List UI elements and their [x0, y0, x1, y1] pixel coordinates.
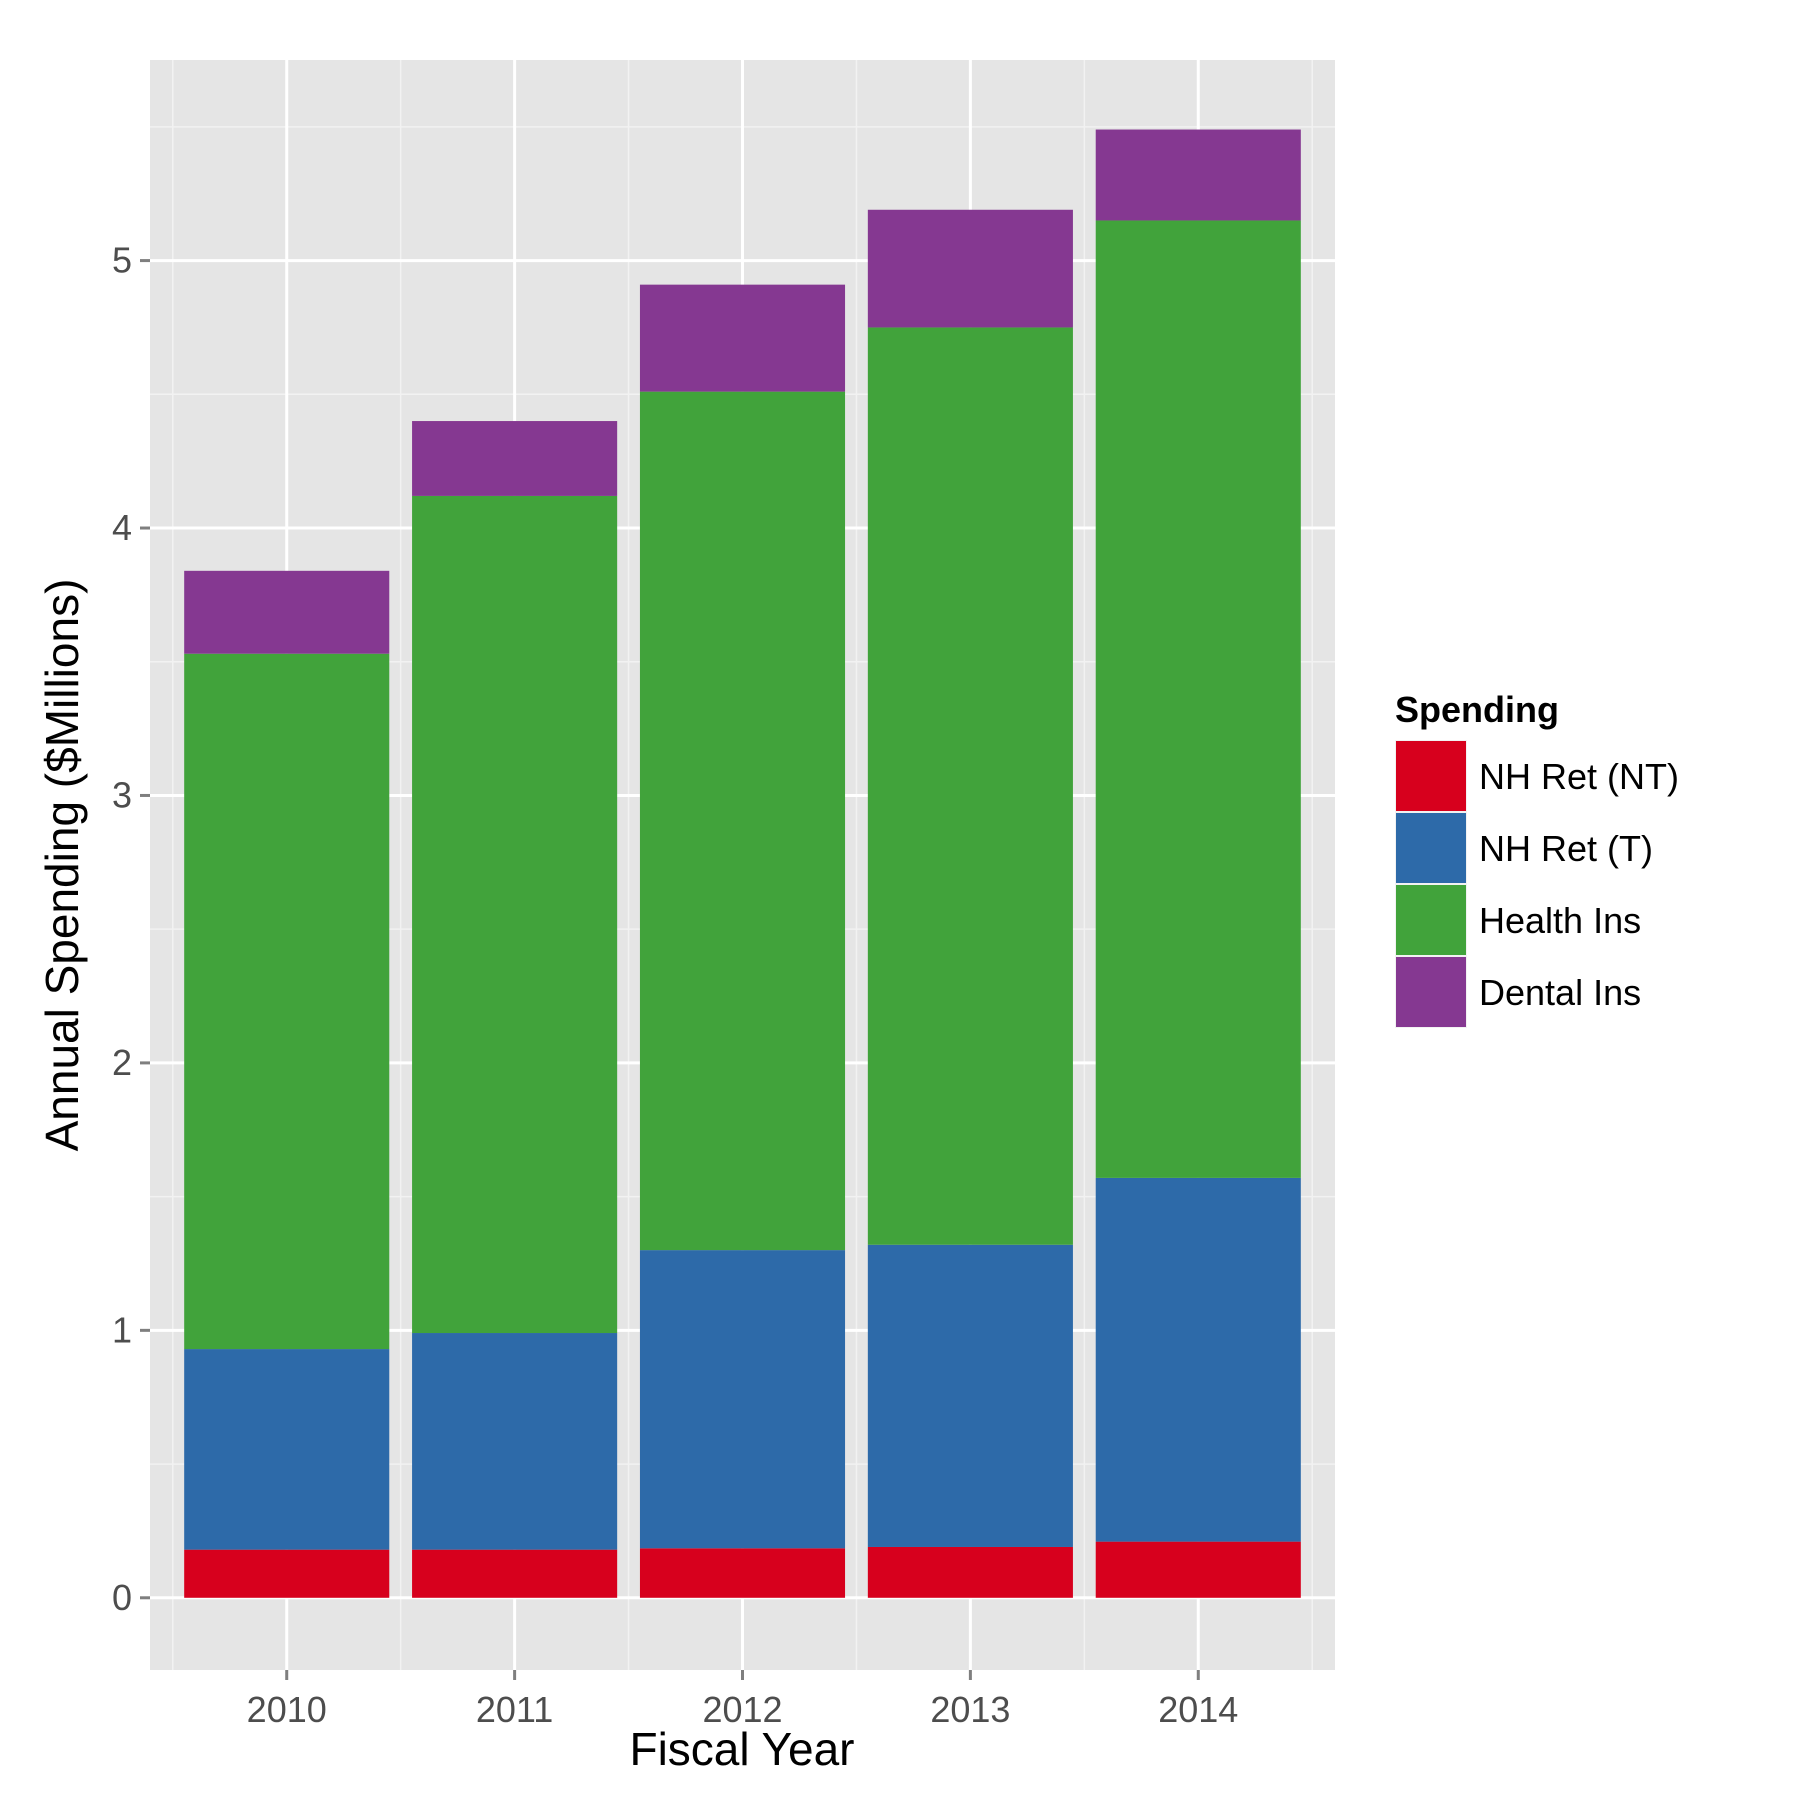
x-tick-label: 2014 [1158, 1689, 1238, 1730]
legend: Spending NH Ret (NT) NH Ret (T) Health Ins… [1395, 689, 1679, 1028]
bar-segment [1095, 1541, 1301, 1598]
legend-label: Dental Ins [1479, 972, 1641, 1013]
bar-segment [184, 653, 390, 1350]
bar-segment [412, 495, 618, 1334]
bar-segment [867, 1244, 1073, 1547]
legend-title: Spending [1395, 689, 1559, 730]
legend-label: Health Ins [1479, 900, 1641, 941]
bar-segment [639, 1250, 846, 1549]
bar-segment [1095, 1177, 1301, 1542]
bar-segment [867, 1546, 1073, 1598]
y-axis: 0 1 2 3 4 5 [112, 240, 150, 1618]
bar-segment [1095, 220, 1301, 1178]
bar-segment [639, 1548, 846, 1598]
legend-label: NH Ret (T) [1479, 828, 1653, 869]
y-tick-label: 5 [112, 240, 132, 281]
x-tick-label: 2010 [247, 1689, 327, 1730]
bar-segment [184, 1349, 390, 1550]
bar-segment [639, 284, 846, 392]
y-tick-label: 4 [112, 507, 132, 548]
legend-key [1396, 885, 1466, 955]
y-axis-title: Annual Spending ($Millions) [36, 579, 88, 1152]
x-tick-label: 2012 [702, 1689, 782, 1730]
y-tick-label: 2 [112, 1042, 132, 1083]
x-tick-label: 2011 [476, 1689, 553, 1730]
x-axis-title: Fiscal Year [629, 1723, 854, 1775]
bar-segment [412, 1333, 618, 1550]
bar-segment [184, 1549, 390, 1598]
x-axis: 2010 2011 2012 2013 2014 [247, 1670, 1238, 1730]
y-tick-label: 1 [112, 1309, 132, 1350]
x-tick-label: 2013 [930, 1689, 1010, 1730]
bar-segment [867, 327, 1073, 1245]
legend-key [1396, 957, 1466, 1027]
bar-segment [412, 1549, 618, 1598]
y-tick-label: 3 [112, 774, 132, 815]
bar-stack-group [184, 129, 1301, 1598]
bar-segment [867, 209, 1073, 328]
y-tick-label: 0 [112, 1577, 132, 1618]
bar-segment [639, 391, 846, 1251]
legend-key [1396, 813, 1466, 883]
bar-segment [184, 570, 390, 654]
legend-key [1396, 741, 1466, 811]
bar-segment [1095, 129, 1301, 221]
legend-label: NH Ret (NT) [1479, 756, 1679, 797]
bar-segment [412, 421, 618, 496]
